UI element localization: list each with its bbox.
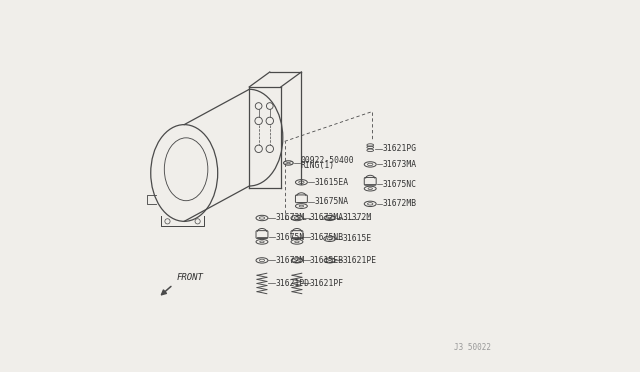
Text: J3 50022: J3 50022 [454,343,491,352]
Text: RING(1): RING(1) [301,161,335,170]
Text: 00922-50400: 00922-50400 [301,156,355,165]
Text: 31675NB: 31675NB [310,233,344,242]
Text: 31621PE: 31621PE [342,256,377,265]
Text: 31672M: 31672M [276,256,305,265]
Text: 31675NC: 31675NC [382,180,416,189]
Text: 31672MB: 31672MB [382,199,416,208]
Text: 31615E: 31615E [342,234,372,243]
Text: 31673M: 31673M [276,214,305,222]
Text: 31672MA: 31672MA [310,214,344,222]
Text: 31621PG: 31621PG [382,144,416,153]
Text: 31675N: 31675N [276,233,305,242]
Text: 31372M: 31372M [342,214,372,222]
Text: 31675NA: 31675NA [315,197,349,206]
Text: 31621PD: 31621PD [276,279,310,288]
Text: FRONT: FRONT [177,273,204,282]
Text: 31673MA: 31673MA [382,160,416,169]
Text: 31615EA: 31615EA [315,178,349,187]
Text: 31621PF: 31621PF [310,279,344,288]
Text: 31615EB: 31615EB [310,256,344,265]
